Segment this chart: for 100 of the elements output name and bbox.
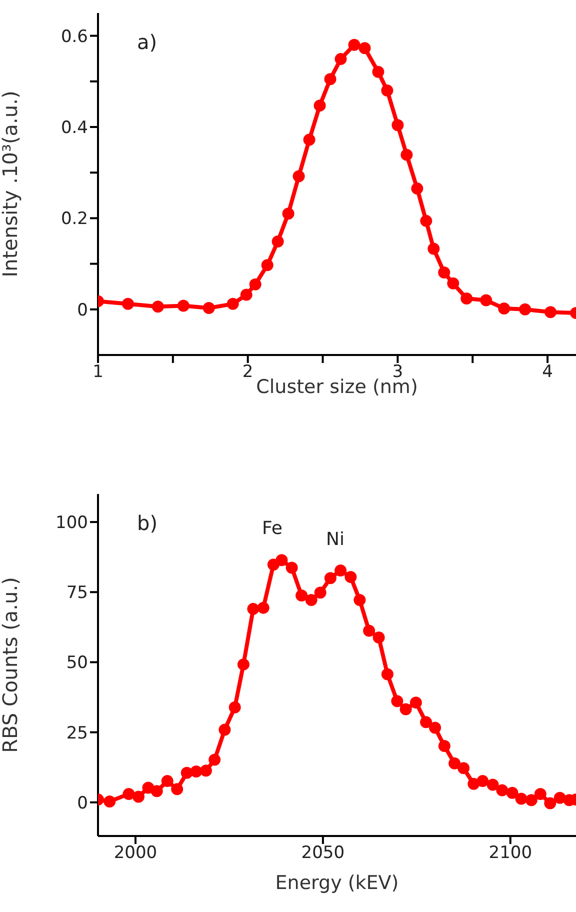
y-tick-label: 0 (77, 300, 88, 320)
point (202, 302, 215, 314)
point (122, 298, 134, 310)
y-tick-label: 100 (56, 513, 88, 534)
point (400, 703, 412, 716)
point (392, 119, 404, 132)
point (142, 782, 154, 794)
x-tick-label: 2100 (488, 843, 532, 864)
point (400, 148, 413, 161)
point (104, 796, 116, 808)
point (381, 84, 394, 97)
point (534, 788, 546, 800)
point (544, 306, 557, 318)
x-tick-label: 4 (542, 362, 553, 382)
y-axis-title: Intensity .10³(a.u.) (0, 90, 22, 278)
point (429, 722, 442, 734)
point (496, 784, 508, 796)
y-tick-label: 0.2 (60, 209, 88, 230)
x-tick-label: 2000 (114, 843, 158, 864)
point (276, 554, 288, 566)
point (447, 277, 460, 290)
point (334, 564, 347, 577)
point (448, 757, 461, 770)
x-tick-label: 2050 (301, 843, 345, 864)
point (391, 695, 404, 708)
point (249, 278, 262, 290)
y-tick-label: 75 (66, 583, 88, 604)
point (348, 38, 360, 51)
annotation: Ni (326, 529, 344, 550)
point (237, 658, 250, 670)
point (171, 783, 184, 796)
point (161, 775, 174, 788)
point (272, 235, 284, 248)
y-tick-label: 25 (66, 723, 88, 744)
point (410, 696, 422, 709)
point (267, 558, 280, 571)
point (150, 785, 163, 798)
point (458, 762, 470, 774)
x-axis-title: Energy (kEV) (275, 872, 399, 894)
point (122, 788, 135, 800)
point (261, 259, 274, 272)
y-axis-title: RBS Counts (a.u.) (0, 577, 22, 753)
point (314, 100, 326, 112)
point (438, 266, 450, 278)
point (544, 797, 556, 810)
point (286, 562, 298, 574)
point (282, 208, 294, 220)
y-tick-label: 0 (77, 793, 88, 814)
point (420, 214, 432, 227)
point (305, 594, 318, 606)
point (468, 778, 480, 790)
point (486, 778, 499, 791)
point (525, 794, 538, 806)
annotation: Fe (262, 518, 282, 539)
point (480, 294, 492, 306)
point (411, 182, 424, 195)
point (303, 134, 316, 146)
point (438, 740, 450, 752)
point (226, 298, 239, 310)
point (334, 53, 347, 66)
x-tick-label: 1 (92, 362, 104, 382)
point (324, 572, 336, 584)
point (460, 292, 473, 304)
point (132, 790, 144, 803)
point (363, 624, 376, 637)
point (372, 66, 384, 78)
annotation: a) (137, 30, 158, 54)
point (180, 766, 193, 779)
point (247, 602, 260, 615)
point (152, 300, 164, 313)
point (554, 792, 566, 804)
y-tick-label: 0.4 (60, 118, 88, 138)
annotation: b) (137, 511, 158, 535)
point (372, 632, 385, 644)
point (292, 170, 305, 182)
point (257, 602, 270, 614)
point (420, 716, 432, 728)
point (208, 754, 221, 766)
point (296, 589, 308, 602)
point (498, 302, 510, 314)
point (354, 594, 366, 606)
point (218, 724, 231, 736)
x-tick-label: 2 (242, 362, 254, 382)
point (519, 303, 532, 316)
point (344, 570, 357, 583)
y-tick-label: 0.6 (60, 26, 88, 47)
point (428, 242, 440, 255)
point (228, 701, 241, 714)
point (200, 764, 212, 777)
point (177, 300, 190, 312)
point (358, 42, 371, 54)
point (381, 668, 394, 680)
y-tick-label: 50 (66, 653, 88, 674)
point (314, 586, 326, 599)
point (515, 792, 528, 805)
point (190, 766, 202, 778)
point (324, 73, 336, 86)
point (476, 775, 489, 788)
point (506, 786, 518, 799)
point (240, 288, 252, 301)
